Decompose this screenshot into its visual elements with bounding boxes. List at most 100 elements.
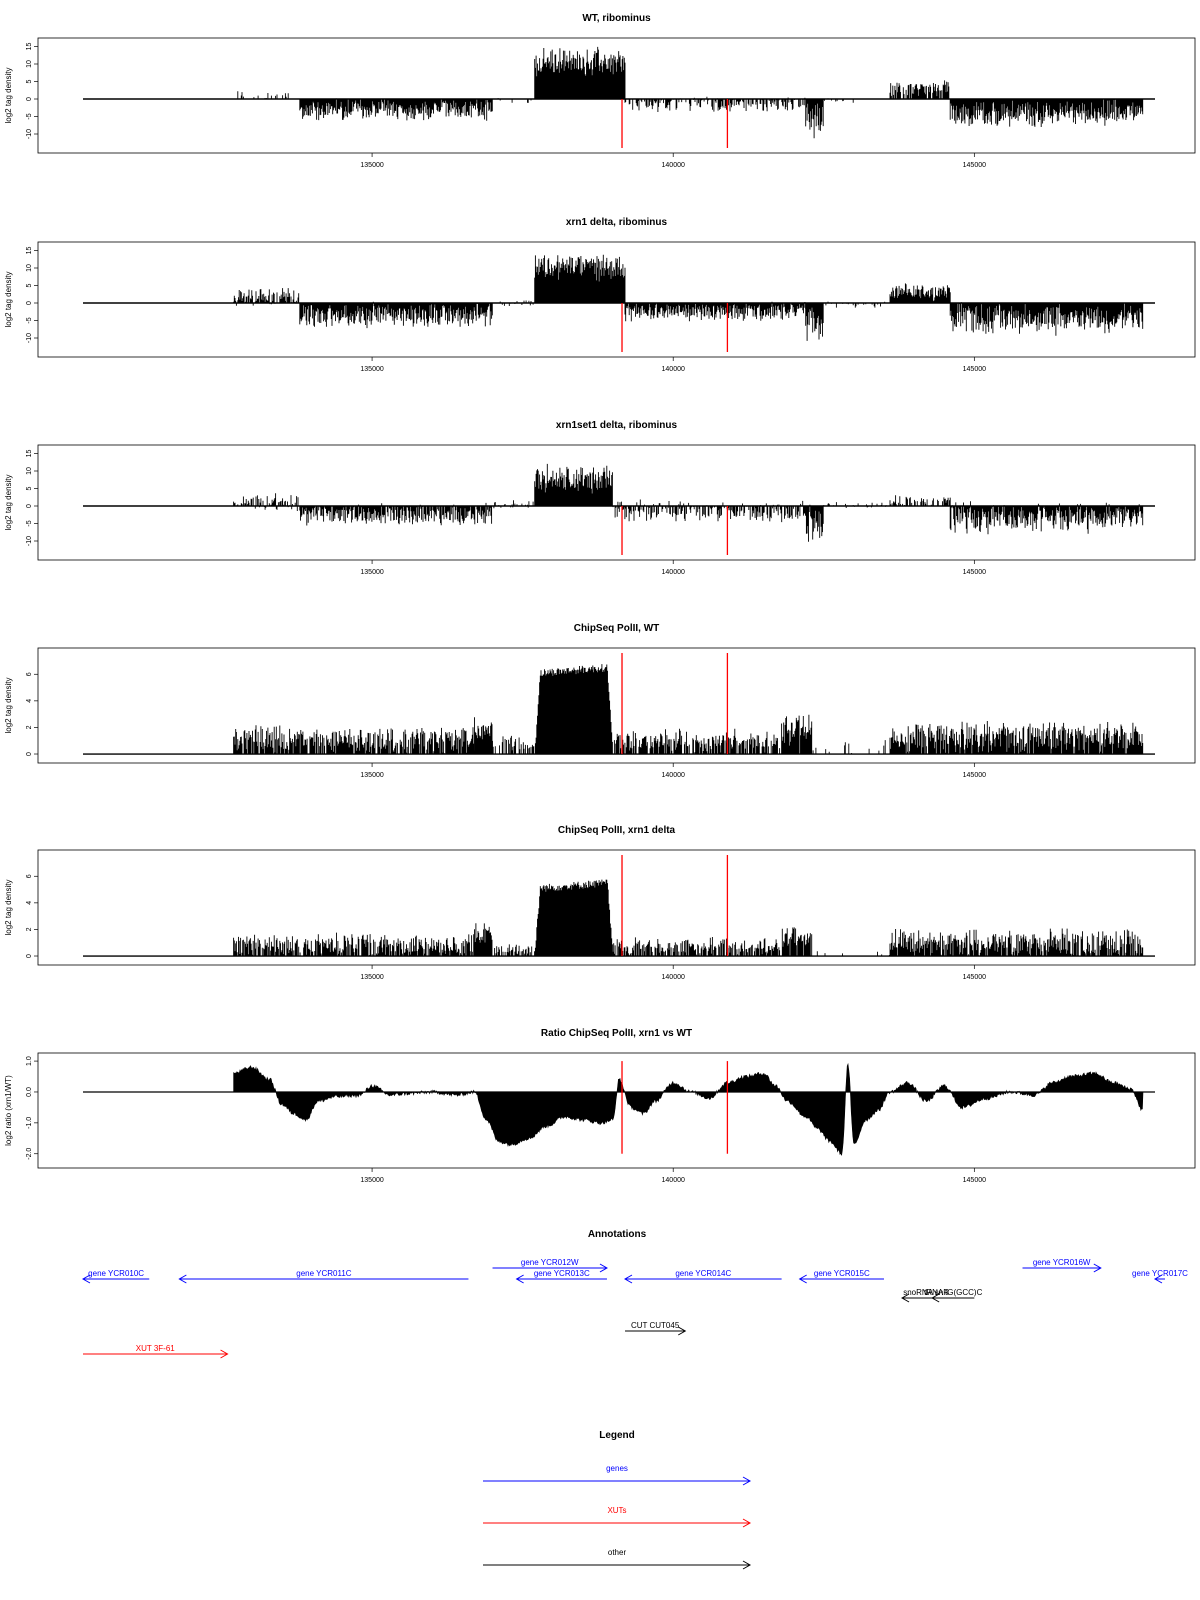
annotation-gene-ycr017c: gene YCR017C xyxy=(1132,1269,1188,1284)
bars xyxy=(624,301,807,322)
arrow-head-icon xyxy=(599,1263,608,1273)
bars xyxy=(492,500,534,509)
bars xyxy=(805,504,824,542)
panel-xrn1set1-ribominus: xrn1set1 delta, ribominus log2 tag densit… xyxy=(4,420,1196,576)
arrow-head-icon xyxy=(798,1274,807,1284)
arrow-head-icon xyxy=(742,1518,752,1528)
arrow-head-icon xyxy=(742,1476,752,1486)
y-tick-label: 10 xyxy=(26,60,33,68)
bars xyxy=(474,923,493,956)
annotation-label: XUT 3F-61 xyxy=(136,1344,176,1353)
arrow-head-icon xyxy=(624,1274,633,1284)
bars xyxy=(534,664,613,754)
annotation-cut-cut045: CUT CUT045 xyxy=(625,1321,687,1336)
bars xyxy=(823,502,887,508)
arrow-head-icon xyxy=(1093,1263,1102,1273)
annotation-gene-ycr015c: gene YCR015C xyxy=(798,1269,884,1284)
legend-label: other xyxy=(608,1548,627,1557)
annotation-xut-3f-61: XUT 3F-61 xyxy=(83,1344,229,1359)
y-tick-label: 0 xyxy=(26,504,33,508)
bars xyxy=(812,740,886,754)
bars xyxy=(889,283,951,303)
annotation-label: gene YCR015C xyxy=(814,1269,870,1278)
arrow-head-icon xyxy=(515,1274,524,1284)
data-marks xyxy=(83,463,1155,542)
plot-frame xyxy=(37,849,1196,966)
x-tick-label: 145000 xyxy=(963,569,986,576)
panel-chipseq-xrn1: ChipSeq PolII, xrn1 delta log2 tag densit… xyxy=(4,825,1196,981)
data-marks xyxy=(83,46,1155,139)
region-8 xyxy=(949,501,1144,535)
region-3 xyxy=(534,254,626,303)
panel-title: xrn1set1 delta, ribominus xyxy=(556,420,678,431)
x-tick-label: 145000 xyxy=(963,1177,986,1184)
x-tick-label: 140000 xyxy=(662,162,685,169)
legend-entry-genes: genes xyxy=(483,1464,752,1486)
y-tick-label: -10 xyxy=(26,536,33,546)
arrow-head-icon xyxy=(220,1349,229,1359)
y-axis-label: log2 tag density xyxy=(4,879,13,935)
bars xyxy=(805,303,824,341)
bars xyxy=(805,99,824,139)
y-tick-label: 0.0 xyxy=(26,1087,33,1097)
y-tick-label: 4 xyxy=(26,901,33,905)
region-0 xyxy=(237,91,295,100)
plot-frame xyxy=(37,241,1196,358)
bars xyxy=(494,944,535,956)
region-1 xyxy=(474,717,493,754)
annotations-title: Annotations xyxy=(588,1229,647,1240)
x-tick-label: 135000 xyxy=(360,772,383,779)
bars xyxy=(612,937,781,956)
y-tick-label: 4 xyxy=(26,699,33,703)
x-tick-label: 145000 xyxy=(963,162,986,169)
region-7 xyxy=(889,495,951,507)
bars xyxy=(534,254,626,303)
y-tick-label: 6 xyxy=(26,874,33,878)
bars xyxy=(233,493,299,511)
x-tick-label: 140000 xyxy=(662,1177,685,1184)
legend-label: XUTs xyxy=(607,1506,626,1515)
region-5 xyxy=(805,504,824,542)
bars xyxy=(492,735,535,754)
annotation-label: gene YCR013C xyxy=(534,1269,590,1278)
region-8 xyxy=(949,302,1144,336)
bars xyxy=(889,80,950,99)
annotation-gene-ycr016w: gene YCR016W xyxy=(1022,1258,1102,1273)
annotation-gene-ycr011c: gene YCR011C xyxy=(178,1269,469,1284)
x-tick-label: 140000 xyxy=(662,366,685,373)
bars xyxy=(534,463,613,506)
plot-frame xyxy=(37,37,1196,154)
y-axis-label: log2 ratio (xrn1/WT) xyxy=(4,1075,13,1146)
annotations-panel: Annotations xyxy=(588,1229,647,1240)
plot-frame xyxy=(37,444,1196,561)
annotation-label: gene YCR017C xyxy=(1132,1269,1188,1278)
bars xyxy=(949,98,1144,127)
bars xyxy=(299,502,493,526)
y-tick-label: -5 xyxy=(26,520,33,526)
region-7 xyxy=(889,283,951,303)
region-4 xyxy=(612,499,806,523)
region-5 xyxy=(805,99,824,139)
bars xyxy=(233,725,475,754)
panel-title: ChipSeq PolII, WT xyxy=(574,623,660,634)
y-tick-label: 1.0 xyxy=(26,1056,33,1066)
x-tick-label: 135000 xyxy=(360,162,383,169)
legend-entry-other: other xyxy=(483,1548,752,1570)
bars xyxy=(233,932,475,956)
bars xyxy=(816,951,890,956)
region-6 xyxy=(812,740,886,754)
plot-frame xyxy=(37,647,1196,764)
x-tick-label: 135000 xyxy=(360,1177,383,1184)
y-tick-label: 10 xyxy=(26,264,33,272)
region-5 xyxy=(805,303,824,341)
region-3 xyxy=(534,463,613,506)
panel-ratio-chipseq: Ratio ChipSeq PolII, xrn1 vs WT log2 rati… xyxy=(4,1028,1196,1184)
region-5 xyxy=(781,927,813,956)
region-3 xyxy=(534,46,626,99)
region-1 xyxy=(299,301,493,329)
region-0 xyxy=(233,725,475,754)
arrow-head-icon xyxy=(81,1274,91,1284)
region-3 xyxy=(534,879,613,956)
x-tick-label: 145000 xyxy=(963,974,986,981)
y-tick-label: 15 xyxy=(26,450,33,458)
